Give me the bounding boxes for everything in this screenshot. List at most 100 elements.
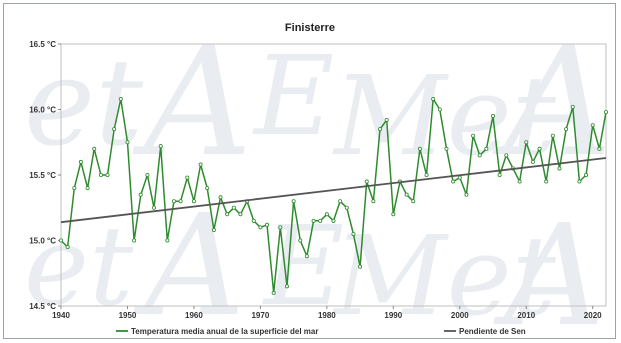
- y-tick-label: 16.0 °C: [29, 106, 56, 115]
- x-tick-label: 1980: [318, 311, 336, 320]
- data-point: [311, 218, 316, 223]
- data-point: [278, 225, 283, 230]
- data-point: [550, 133, 555, 138]
- data-point: [577, 179, 582, 184]
- legend-label: Pendiente de Sen: [459, 327, 526, 336]
- data-point: [205, 186, 210, 191]
- data-point: [251, 218, 256, 223]
- x-tick-label: 2010: [517, 311, 535, 320]
- data-point: [298, 238, 303, 243]
- chart: et A E Met A et A E Met A Finisterre 14.…: [24, 16, 612, 340]
- data-point: [338, 199, 343, 204]
- data-point: [431, 97, 436, 102]
- data-point: [391, 212, 396, 217]
- data-point: [464, 192, 469, 197]
- data-point: [271, 290, 276, 295]
- data-point: [132, 238, 137, 243]
- data-point: [92, 146, 97, 151]
- data-point: [364, 179, 369, 184]
- svg-text:Met: Met: [332, 212, 557, 340]
- x-tick-label: 1970: [251, 311, 269, 320]
- svg-text:A: A: [492, 16, 612, 190]
- data-point: [504, 153, 509, 158]
- x-tick-label: 1960: [185, 311, 203, 320]
- x-tick-label: 1940: [52, 311, 70, 320]
- x-axis: 1940 1950 1960 1970 1980 1990 2000 2010 2020: [52, 306, 602, 320]
- x-tick-label: 2000: [451, 311, 469, 320]
- data-point: [597, 146, 602, 151]
- svg-text:E: E: [252, 32, 334, 160]
- data-point: [231, 205, 236, 210]
- data-point: [118, 97, 123, 102]
- svg-text:A: A: [132, 16, 252, 190]
- data-point: [417, 146, 422, 151]
- data-point: [384, 117, 389, 122]
- data-point: [424, 172, 429, 177]
- data-point: [530, 159, 535, 164]
- y-tick-label: 15.5 °C: [29, 171, 56, 180]
- data-point: [457, 175, 462, 180]
- data-point: [138, 192, 143, 197]
- data-point: [284, 284, 289, 289]
- data-point: [78, 159, 83, 164]
- y-tick-label: 14.5 °C: [29, 302, 56, 311]
- data-point: [191, 199, 196, 204]
- data-point: [198, 162, 203, 167]
- data-point: [451, 179, 456, 184]
- data-point: [218, 195, 223, 200]
- y-tick-label: 15.0 °C: [29, 237, 56, 246]
- data-point: [145, 172, 150, 177]
- data-point: [604, 110, 609, 115]
- data-point: [517, 179, 522, 184]
- data-point: [59, 238, 64, 243]
- data-point: [570, 104, 575, 109]
- data-point: [291, 199, 296, 204]
- data-point: [537, 146, 542, 151]
- x-tick-label: 1950: [119, 311, 137, 320]
- data-point: [258, 225, 263, 230]
- data-point: [557, 166, 562, 171]
- data-point: [590, 123, 595, 128]
- data-point: [324, 212, 329, 217]
- aemet-watermark: et A E Met A et A E Met A: [24, 16, 612, 340]
- svg-text:A: A: [493, 195, 605, 340]
- data-point: [225, 212, 230, 217]
- legend-label: Temperatura media anual de la superficie…: [131, 327, 318, 336]
- data-point: [211, 228, 216, 233]
- data-point: [477, 153, 482, 158]
- data-point: [331, 218, 336, 223]
- data-point: [378, 127, 383, 132]
- data-point: [344, 205, 349, 210]
- data-point: [158, 144, 163, 149]
- data-point: [98, 172, 103, 177]
- data-point: [584, 172, 589, 177]
- svg-text:et: et: [24, 34, 144, 173]
- data-point: [65, 245, 70, 250]
- data-point: [112, 127, 117, 132]
- data-point: [437, 107, 442, 112]
- data-point: [85, 186, 90, 191]
- x-tick-label: 2020: [584, 311, 602, 320]
- data-point: [178, 199, 183, 204]
- data-point: [371, 199, 376, 204]
- data-point: [471, 133, 476, 138]
- legend: Temperatura media anual de la superficie…: [116, 327, 526, 336]
- data-point: [265, 222, 270, 227]
- series-layer: [59, 97, 609, 295]
- chart-frame: et A E Met A et A E Met A Finisterre 14.…: [3, 3, 616, 340]
- chart-title: Finisterre: [285, 22, 335, 34]
- data-point: [152, 205, 157, 210]
- data-point: [404, 192, 409, 197]
- data-point: [238, 212, 243, 217]
- data-point: [444, 146, 449, 151]
- data-point: [304, 254, 309, 259]
- data-point: [351, 231, 356, 236]
- svg-text:Met: Met: [332, 52, 557, 180]
- data-point: [544, 179, 549, 184]
- data-point: [185, 175, 190, 180]
- data-point: [484, 146, 489, 151]
- data-point: [411, 199, 416, 204]
- y-tick-label: 16.5 °C: [29, 40, 56, 49]
- data-point: [171, 199, 176, 204]
- data-point: [318, 218, 323, 223]
